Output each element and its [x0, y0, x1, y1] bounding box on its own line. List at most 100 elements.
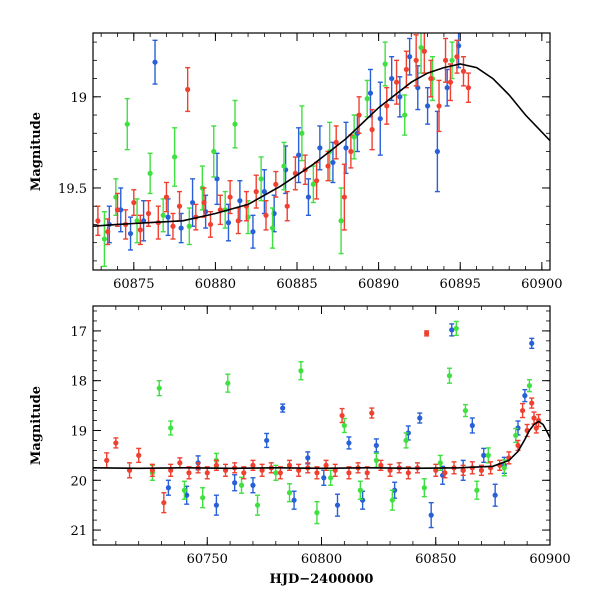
data-point — [383, 42, 388, 86]
data-point — [425, 88, 430, 124]
data-point — [311, 166, 316, 202]
data-point — [232, 100, 237, 147]
y-tick-label: 17 — [70, 325, 87, 340]
x-tick-label: 60900 — [529, 552, 570, 567]
data-point — [259, 157, 264, 201]
x-tick-label: 60880 — [195, 277, 236, 292]
data-point — [152, 40, 157, 84]
data-point — [273, 172, 278, 198]
data-point — [384, 88, 389, 124]
data-point — [466, 73, 471, 102]
model-curve — [93, 422, 550, 469]
data-point — [128, 217, 133, 250]
data-point — [317, 126, 322, 170]
y-axis-title: Magnitude — [29, 112, 44, 191]
data-point — [463, 405, 468, 417]
top-panel-zoom: 60875 60880 60885 60890 60895 60900 19 19.5 Magn… — [29, 22, 563, 292]
data-point — [287, 484, 292, 502]
data-point — [255, 495, 260, 515]
data-point — [298, 362, 303, 380]
data-point — [527, 380, 532, 392]
x-axis-title: HJD−2400000 — [270, 572, 374, 587]
data-point — [314, 502, 319, 524]
data-point — [187, 208, 192, 244]
data-point — [223, 464, 228, 476]
data-point — [104, 453, 109, 468]
data-point — [417, 413, 422, 423]
data-point — [348, 135, 353, 168]
data-point — [177, 458, 182, 468]
data-point — [141, 201, 146, 241]
x-tick-label: 60885 — [276, 277, 317, 292]
data-point — [314, 162, 319, 198]
series-0 — [166, 324, 535, 528]
data-point — [250, 215, 255, 248]
series-0 — [107, 24, 461, 250]
data-point — [299, 106, 304, 161]
data-point — [429, 503, 434, 528]
light-curve-figure: 60875 60880 60885 60890 60895 609001919.5Magn… — [0, 0, 600, 600]
data-point — [287, 460, 292, 470]
data-point — [157, 381, 162, 396]
data-point — [529, 398, 534, 408]
data-point — [264, 433, 269, 447]
data-point — [321, 470, 326, 485]
y-tick-label: 21 — [70, 524, 87, 539]
x-tick-label: 60900 — [521, 277, 562, 292]
data-point — [486, 448, 491, 463]
data-point — [113, 438, 118, 448]
data-point — [529, 338, 534, 348]
data-point — [369, 408, 374, 418]
data-point — [493, 484, 498, 506]
y-tick-label: 19 — [70, 424, 87, 439]
data-point — [291, 491, 296, 509]
data-point — [102, 212, 107, 267]
data-point — [168, 464, 173, 476]
data-point — [335, 494, 340, 516]
plot-frame — [93, 306, 550, 545]
data-point — [172, 128, 177, 186]
data-point — [166, 480, 171, 495]
data-point — [433, 464, 438, 476]
data-point — [200, 488, 205, 508]
data-point — [250, 478, 255, 493]
data-point — [296, 464, 301, 476]
bottom-panel-full: 60750 60800 60850 60900 17 18 19 20 21 Magnitude H… — [29, 306, 571, 587]
model-curve — [93, 64, 550, 226]
data-point — [522, 390, 527, 402]
data-point — [374, 439, 379, 452]
data-point — [170, 213, 175, 239]
y-tick-label: 20 — [70, 474, 87, 489]
data-point — [378, 460, 383, 470]
data-point — [95, 206, 100, 235]
data-point — [531, 412, 536, 424]
data-point — [378, 82, 383, 155]
data-point — [305, 452, 310, 464]
x-tick-label: 60800 — [301, 552, 342, 567]
data-point — [225, 374, 230, 392]
data-point — [365, 80, 370, 116]
data-point — [488, 462, 493, 474]
plot-frame — [93, 33, 550, 270]
data-point — [254, 175, 259, 208]
data-point — [131, 190, 136, 216]
data-point — [211, 126, 216, 177]
data-point — [334, 126, 339, 159]
data-point — [402, 95, 407, 135]
x-tick-label: 60875 — [113, 277, 154, 292]
data-point — [447, 368, 452, 383]
data-point — [214, 495, 219, 515]
data-point — [185, 68, 190, 112]
x-tick-label: 60895 — [440, 277, 481, 292]
x-tick-label: 60750 — [187, 552, 228, 567]
data-point — [280, 404, 285, 412]
data-point — [293, 157, 298, 190]
y-tick-label: 19 — [70, 91, 87, 106]
data-point — [333, 464, 338, 476]
y-tick-label: 18 — [70, 375, 87, 390]
data-point — [285, 192, 290, 221]
data-point — [387, 464, 392, 476]
series-2 — [95, 29, 471, 244]
data-point — [136, 448, 141, 462]
data-point — [125, 99, 130, 150]
